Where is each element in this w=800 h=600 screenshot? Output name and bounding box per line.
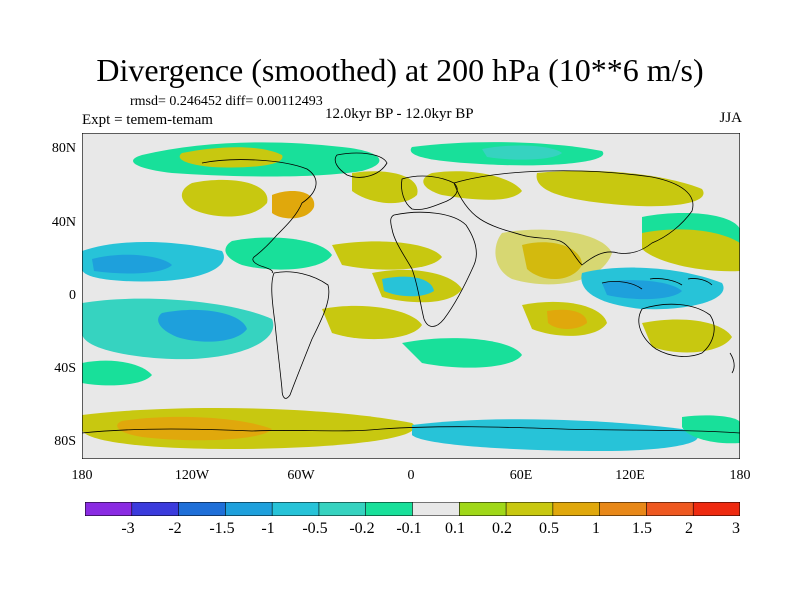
coast-greenland [334, 152, 388, 178]
colorbar-label-m1-5: -1.5 [209, 520, 235, 537]
colorbar-label-m1: -1 [261, 520, 275, 537]
colorbar-box [552, 502, 601, 516]
coast-europe [401, 175, 458, 210]
colorbar-box [272, 502, 320, 516]
lon-label-0: 0 [407, 468, 415, 483]
colorbar-box [459, 502, 507, 516]
colorbar-box [318, 502, 367, 516]
coast-asia [453, 170, 694, 266]
contour-satl-olive [322, 305, 422, 340]
colorbar-box [365, 502, 413, 516]
colorbar-label-0-2: 0.2 [492, 520, 512, 537]
colorbar-label-m0-1: -0.1 [396, 520, 422, 537]
contour-spac2-green [82, 360, 152, 386]
lat-label-eq: 0 [69, 288, 76, 303]
lon-label-60w: 60W [287, 468, 315, 483]
coastlines [82, 152, 740, 434]
colorbar-box [506, 502, 554, 516]
coast-australia [638, 303, 715, 357]
contour-nasia-teal [482, 145, 562, 160]
coast-south-america [271, 271, 330, 399]
colorbar-box [131, 502, 180, 516]
map-title: Divergence (smoothed) at 200 hPa (10**6 … [96, 52, 704, 88]
colorbar-boxes [85, 502, 740, 516]
period-label: 12.0kyr BP - 12.0kyr BP [325, 106, 474, 122]
colorbar-label-1-5: 1.5 [632, 520, 652, 537]
colorbar-label-0-1: 0.1 [445, 520, 465, 537]
colorbar-label-0-5: 0.5 [539, 520, 559, 537]
lon-label-180w: 180 [71, 468, 93, 483]
contour-antarctic-orange [117, 416, 273, 441]
experiment-label: Expt = temem-temam [82, 112, 213, 128]
colorbar-box [225, 502, 273, 516]
colorbar-label-m0-5: -0.5 [302, 520, 328, 537]
coast-africa [390, 211, 477, 327]
coast-indonesia [601, 278, 713, 290]
divergence-field [82, 142, 740, 451]
contour-natl-olive [352, 171, 418, 204]
contour-ssea-green [402, 338, 522, 368]
colorbar-label-3: 3 [732, 520, 740, 537]
coast-antarctica [82, 426, 740, 434]
lat-label-40s: 40S [54, 361, 76, 376]
lon-label-120e: 120E [615, 468, 645, 483]
lat-label-40n: 40N [51, 215, 76, 230]
coast-new-zealand [729, 352, 735, 374]
colorbar-box [693, 502, 740, 516]
colorbar-label-m0-2: -0.2 [349, 520, 375, 537]
contour-tpac-blue [92, 254, 172, 274]
contour-maritime-blue [602, 280, 682, 300]
contour-eqatl-olive [332, 241, 442, 270]
contour-wpac-olive [642, 229, 740, 272]
contour-npac-olive [181, 179, 268, 217]
stats-label: rmsd= 0.246452 diff= 0.00112493 [130, 94, 323, 109]
contour-namer-orange [272, 191, 315, 219]
season-label: JJA [719, 110, 742, 126]
colorbar-box [178, 502, 226, 516]
contour-eur-olive [423, 171, 522, 200]
colorbar-box [85, 502, 133, 516]
contour-camer-green [225, 237, 332, 270]
contour-africa-cyan [382, 276, 434, 297]
colorbar-box [599, 502, 647, 516]
contour-sind-orange [547, 309, 587, 329]
colorbar-box [412, 502, 460, 516]
lon-label-60e: 60E [509, 468, 533, 483]
divergence-map [82, 133, 740, 459]
lat-label-80n: 80N [51, 141, 76, 156]
lat-label-80s: 80S [54, 434, 76, 449]
colorbar-label-m3: -3 [121, 520, 135, 537]
lon-label-120w: 120W [174, 468, 210, 483]
colorbar-box [646, 502, 694, 516]
contour-indian-olive [495, 229, 612, 285]
colorbar-label-1: 1 [592, 520, 600, 537]
contour-spac-blue [158, 309, 247, 342]
colorbar-label-m2: -2 [168, 520, 182, 537]
lon-label-180e: 180 [729, 468, 751, 483]
coast-north-america [201, 159, 317, 274]
colorbar [85, 502, 740, 516]
colorbar-label-2: 2 [685, 520, 693, 537]
contour-antarctic-green [682, 415, 740, 444]
